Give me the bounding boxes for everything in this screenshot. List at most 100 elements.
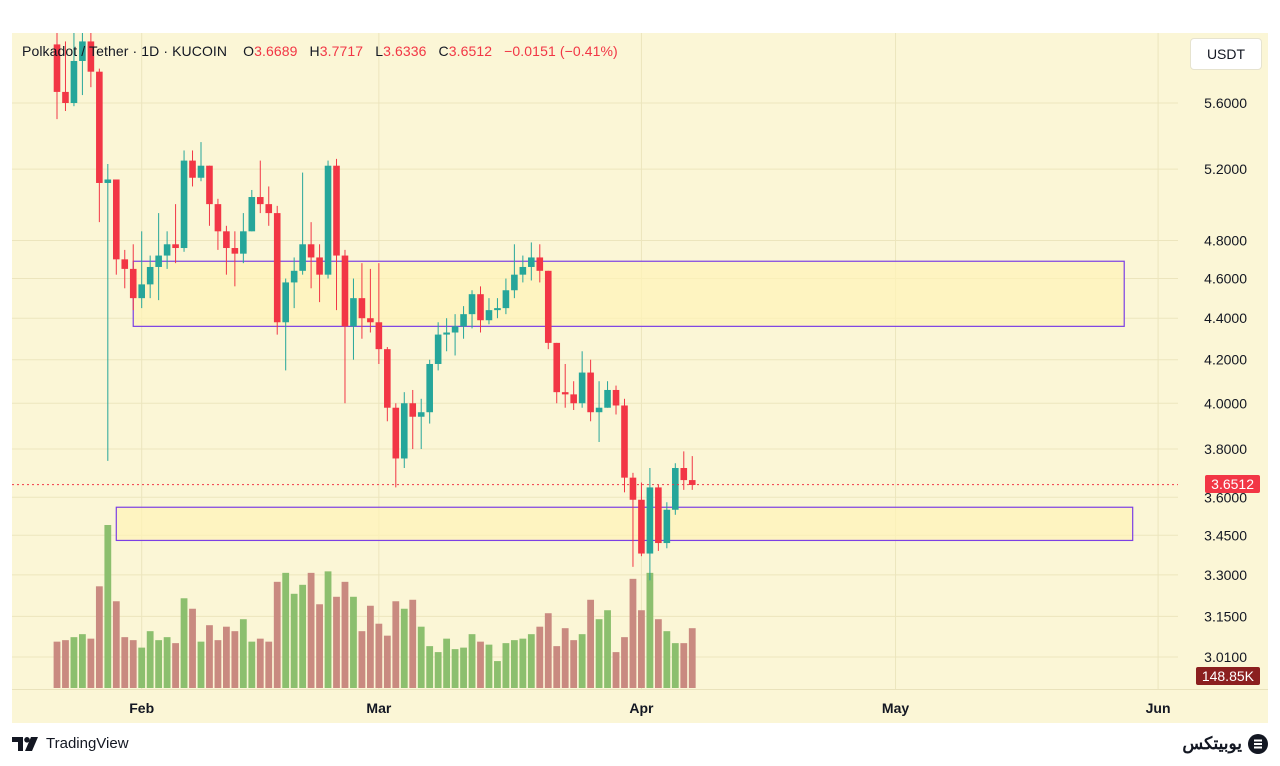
volume-bar <box>688 628 696 688</box>
volume-bar <box>443 638 451 688</box>
candle-body <box>519 266 527 275</box>
volume-bar <box>223 626 230 688</box>
volume-bars <box>53 525 696 688</box>
candle-body <box>612 389 620 406</box>
volume-bar <box>536 626 544 688</box>
volume-bar <box>324 571 332 688</box>
volume-bar <box>375 623 383 688</box>
low-label: L <box>375 43 384 59</box>
x-tick-label: Apr <box>629 700 654 716</box>
volume-bar <box>290 593 298 688</box>
candle-body <box>79 41 86 61</box>
volume-bar <box>282 572 290 688</box>
candle-body <box>409 403 417 417</box>
candle-body <box>112 179 120 260</box>
candle-body <box>604 389 611 408</box>
volume-bar <box>155 640 163 688</box>
volume-bar <box>87 638 95 688</box>
volume-label: 148.85K <box>1195 667 1260 685</box>
tradingview-logo[interactable]: TradingView <box>12 735 129 752</box>
volume-bar <box>570 640 578 688</box>
candle-body <box>655 487 662 544</box>
candle-body <box>629 477 637 500</box>
open-label: O <box>243 43 255 59</box>
candle-body <box>663 509 671 544</box>
chart-frame[interactable]: 5.6000 5.2000 4.8000 4.6000 4.4000 4.2000 4.00… <box>12 33 1268 723</box>
volume-bar <box>468 634 476 688</box>
candle-body <box>621 405 628 478</box>
volume-bar <box>502 643 510 688</box>
candle-body <box>494 308 501 311</box>
candle-body <box>53 44 61 92</box>
candle-body <box>587 372 594 413</box>
volume-bar <box>621 637 628 688</box>
y-tick-label: 3.4500 <box>1204 527 1247 543</box>
volume-bar <box>587 599 595 688</box>
volume-bar <box>95 586 103 688</box>
volume-bar <box>146 631 154 688</box>
zone-rectangle-2 <box>115 506 1134 542</box>
volume-bar <box>197 641 205 688</box>
volume-bar <box>129 640 137 688</box>
candle-body <box>129 268 137 299</box>
volume-bar <box>663 631 671 688</box>
candle-body <box>214 204 222 232</box>
candle-body <box>333 165 340 256</box>
y-tick-label: 4.4000 <box>1204 310 1247 326</box>
volume-bar <box>299 584 307 688</box>
volume-bar <box>510 640 518 688</box>
volume-bar <box>595 619 603 688</box>
volume-bar <box>70 637 78 688</box>
candle-body <box>197 165 205 178</box>
candle-body <box>121 259 129 269</box>
open-value: 3.6689 <box>254 43 298 59</box>
brand-logo: یوبیتکس <box>1182 734 1268 754</box>
y-tick-label: 4.8000 <box>1204 233 1247 249</box>
high-label: H <box>309 43 320 59</box>
candle-body <box>231 248 239 254</box>
volume-bar <box>265 641 273 688</box>
volume-bar <box>316 604 323 688</box>
volume-bar <box>654 619 662 688</box>
candle-body <box>688 480 696 485</box>
candle-body <box>528 257 535 267</box>
y-tick-label: 5.6000 <box>1204 95 1247 111</box>
y-tick-label: 5.2000 <box>1204 161 1247 177</box>
volume-bar <box>231 631 239 688</box>
volume-bar <box>671 643 679 688</box>
candle-body <box>578 372 586 404</box>
tradingview-text: TradingView <box>46 735 129 752</box>
price-chart[interactable]: 5.6000 5.2000 4.8000 4.6000 4.4000 4.2000 4.00… <box>12 33 1268 723</box>
volume-bar <box>527 634 535 688</box>
candle-body <box>451 326 459 333</box>
candle-body <box>316 257 323 275</box>
candle-body <box>350 298 357 327</box>
currency-button[interactable]: USDT <box>1190 38 1262 70</box>
candle-body <box>502 290 510 309</box>
candle-body <box>87 41 95 72</box>
volume-bar <box>307 572 315 688</box>
x-tick-label: Jun <box>1146 700 1171 716</box>
candle-body <box>358 298 366 319</box>
candle-body <box>189 160 196 178</box>
volume-bar <box>239 619 247 688</box>
candle-body <box>104 179 112 183</box>
brand-icon <box>1248 734 1268 754</box>
candle-body <box>290 270 298 283</box>
volume-bar <box>561 628 569 688</box>
volume-bar <box>426 646 434 688</box>
volume-bar <box>400 608 408 688</box>
candle-body <box>256 197 264 205</box>
volume-bar <box>553 646 561 688</box>
volume-bar <box>180 598 188 688</box>
y-tick-label: 4.0000 <box>1204 395 1247 411</box>
candle-body <box>561 392 569 395</box>
volume-bar <box>629 578 637 688</box>
candle-body <box>172 244 179 249</box>
volume-bar <box>121 637 129 688</box>
volume-bar <box>62 640 69 688</box>
candle-body <box>299 244 306 271</box>
tradingview-icon <box>12 736 38 751</box>
volume-bar <box>494 661 501 688</box>
candle-body <box>400 403 408 459</box>
